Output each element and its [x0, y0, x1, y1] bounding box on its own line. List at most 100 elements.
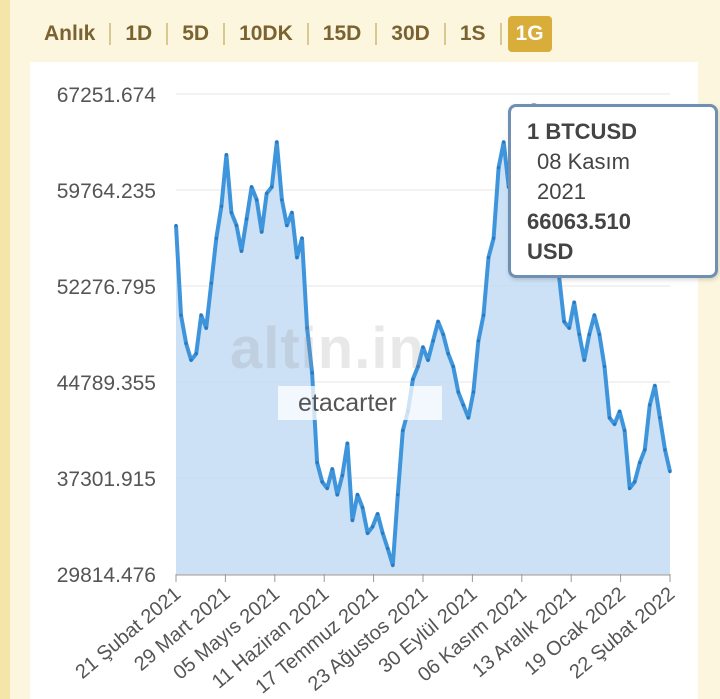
- data-point: [310, 371, 314, 375]
- tab-30d[interactable]: 30D: [391, 22, 430, 45]
- data-point: [623, 428, 627, 433]
- data-point: [209, 281, 213, 285]
- data-point: [587, 332, 591, 337]
- data-point: [290, 211, 294, 215]
- data-point: [572, 300, 576, 304]
- tab-15d[interactable]: 15D: [322, 22, 362, 45]
- data-point: [653, 384, 657, 388]
- tab-1s[interactable]: 1S: [459, 22, 486, 45]
- data-point: [305, 326, 309, 330]
- data-point: [350, 518, 355, 522]
- data-point: [355, 493, 360, 497]
- tab-separator: [443, 23, 446, 45]
- data-point: [345, 441, 349, 446]
- price-tooltip: 1 BTCUSD 08 Kasım 2021 66063.510 USD: [508, 104, 718, 278]
- data-point: [633, 480, 637, 484]
- data-point: [376, 512, 380, 516]
- y-tick-label: 59764.235: [57, 180, 156, 203]
- y-tick-label: 67251.674: [57, 84, 157, 107]
- data-point: [199, 313, 203, 317]
- data-point: [567, 326, 571, 330]
- data-point: [275, 140, 279, 144]
- data-point: [219, 204, 223, 208]
- data-point: [562, 320, 566, 324]
- data-point: [239, 249, 244, 253]
- data-point: [612, 422, 617, 426]
- data-point: [325, 486, 329, 490]
- watermark-username: etacarter: [278, 386, 442, 420]
- data-point: [628, 486, 632, 490]
- data-point: [502, 140, 506, 144]
- data-point: [244, 217, 249, 221]
- data-point: [330, 467, 334, 471]
- data-point: [320, 480, 324, 484]
- data-point: [189, 358, 193, 362]
- data-point: [315, 461, 319, 465]
- tooltip-value: 66063.510: [527, 209, 631, 234]
- data-point: [184, 341, 188, 345]
- data-point: [265, 191, 269, 195]
- data-point: [436, 320, 440, 324]
- y-tick-label: 44789.355: [57, 372, 156, 395]
- data-point: [486, 255, 491, 260]
- tab-1g[interactable]: 1G: [507, 16, 552, 52]
- tab-separator: [166, 23, 169, 45]
- data-point: [451, 364, 455, 369]
- data-point: [577, 332, 581, 337]
- tooltip-unit: USD: [527, 239, 574, 264]
- tab-1d[interactable]: 1D: [125, 22, 153, 45]
- data-point: [602, 364, 607, 369]
- data-point: [340, 473, 344, 478]
- data-point: [668, 470, 672, 474]
- data-point: [386, 546, 390, 551]
- data-point: [280, 198, 284, 202]
- data-point: [658, 416, 662, 420]
- data-point: [260, 230, 264, 234]
- watermark-logo: altin.in: [230, 316, 425, 381]
- data-point: [214, 236, 218, 240]
- data-point: [648, 403, 652, 407]
- data-point: [234, 223, 239, 228]
- tooltip-date-day: 08 Kasım: [537, 149, 630, 174]
- data-point: [391, 563, 395, 567]
- data-point: [174, 223, 178, 228]
- tab-separator: [306, 23, 309, 45]
- data-point: [441, 332, 445, 337]
- data-point: [582, 358, 586, 362]
- data-point: [295, 255, 299, 260]
- data-point: [461, 403, 465, 407]
- data-point: [663, 448, 667, 452]
- tooltip-symbol: 1 BTCUSD: [527, 119, 638, 144]
- y-tick-label: 52276.795: [57, 276, 156, 299]
- tab-10dk[interactable]: 10DK: [239, 22, 293, 45]
- y-tick-label: 37301.915: [57, 468, 156, 491]
- data-point: [431, 339, 435, 343]
- data-point: [250, 185, 254, 189]
- data-point: [497, 166, 501, 170]
- data-point: [270, 185, 274, 189]
- data-point: [617, 409, 622, 413]
- tab-separator: [109, 23, 112, 45]
- tab-anlik[interactable]: Anlık: [44, 22, 96, 45]
- data-point: [481, 313, 486, 317]
- data-point: [638, 461, 642, 465]
- tab-5d[interactable]: 5D: [182, 22, 210, 45]
- data-point: [592, 313, 596, 317]
- tab-separator: [499, 23, 502, 45]
- timeframe-tabs: Anlık 1D 5D 10DK 15D 30D 1S 1G: [30, 8, 698, 60]
- y-tick-label: 29814.476: [57, 564, 156, 587]
- data-point: [446, 352, 450, 356]
- data-point: [300, 236, 304, 240]
- data-point: [360, 505, 365, 510]
- data-point: [471, 390, 476, 394]
- data-point: [179, 313, 183, 317]
- data-point: [421, 345, 425, 349]
- data-point: [204, 326, 208, 330]
- data-point: [194, 352, 198, 356]
- data-point: [491, 236, 496, 240]
- left-edge-strip: [0, 0, 10, 699]
- data-point: [335, 493, 339, 497]
- data-point: [365, 531, 370, 535]
- data-point: [411, 377, 415, 381]
- data-point: [426, 358, 430, 362]
